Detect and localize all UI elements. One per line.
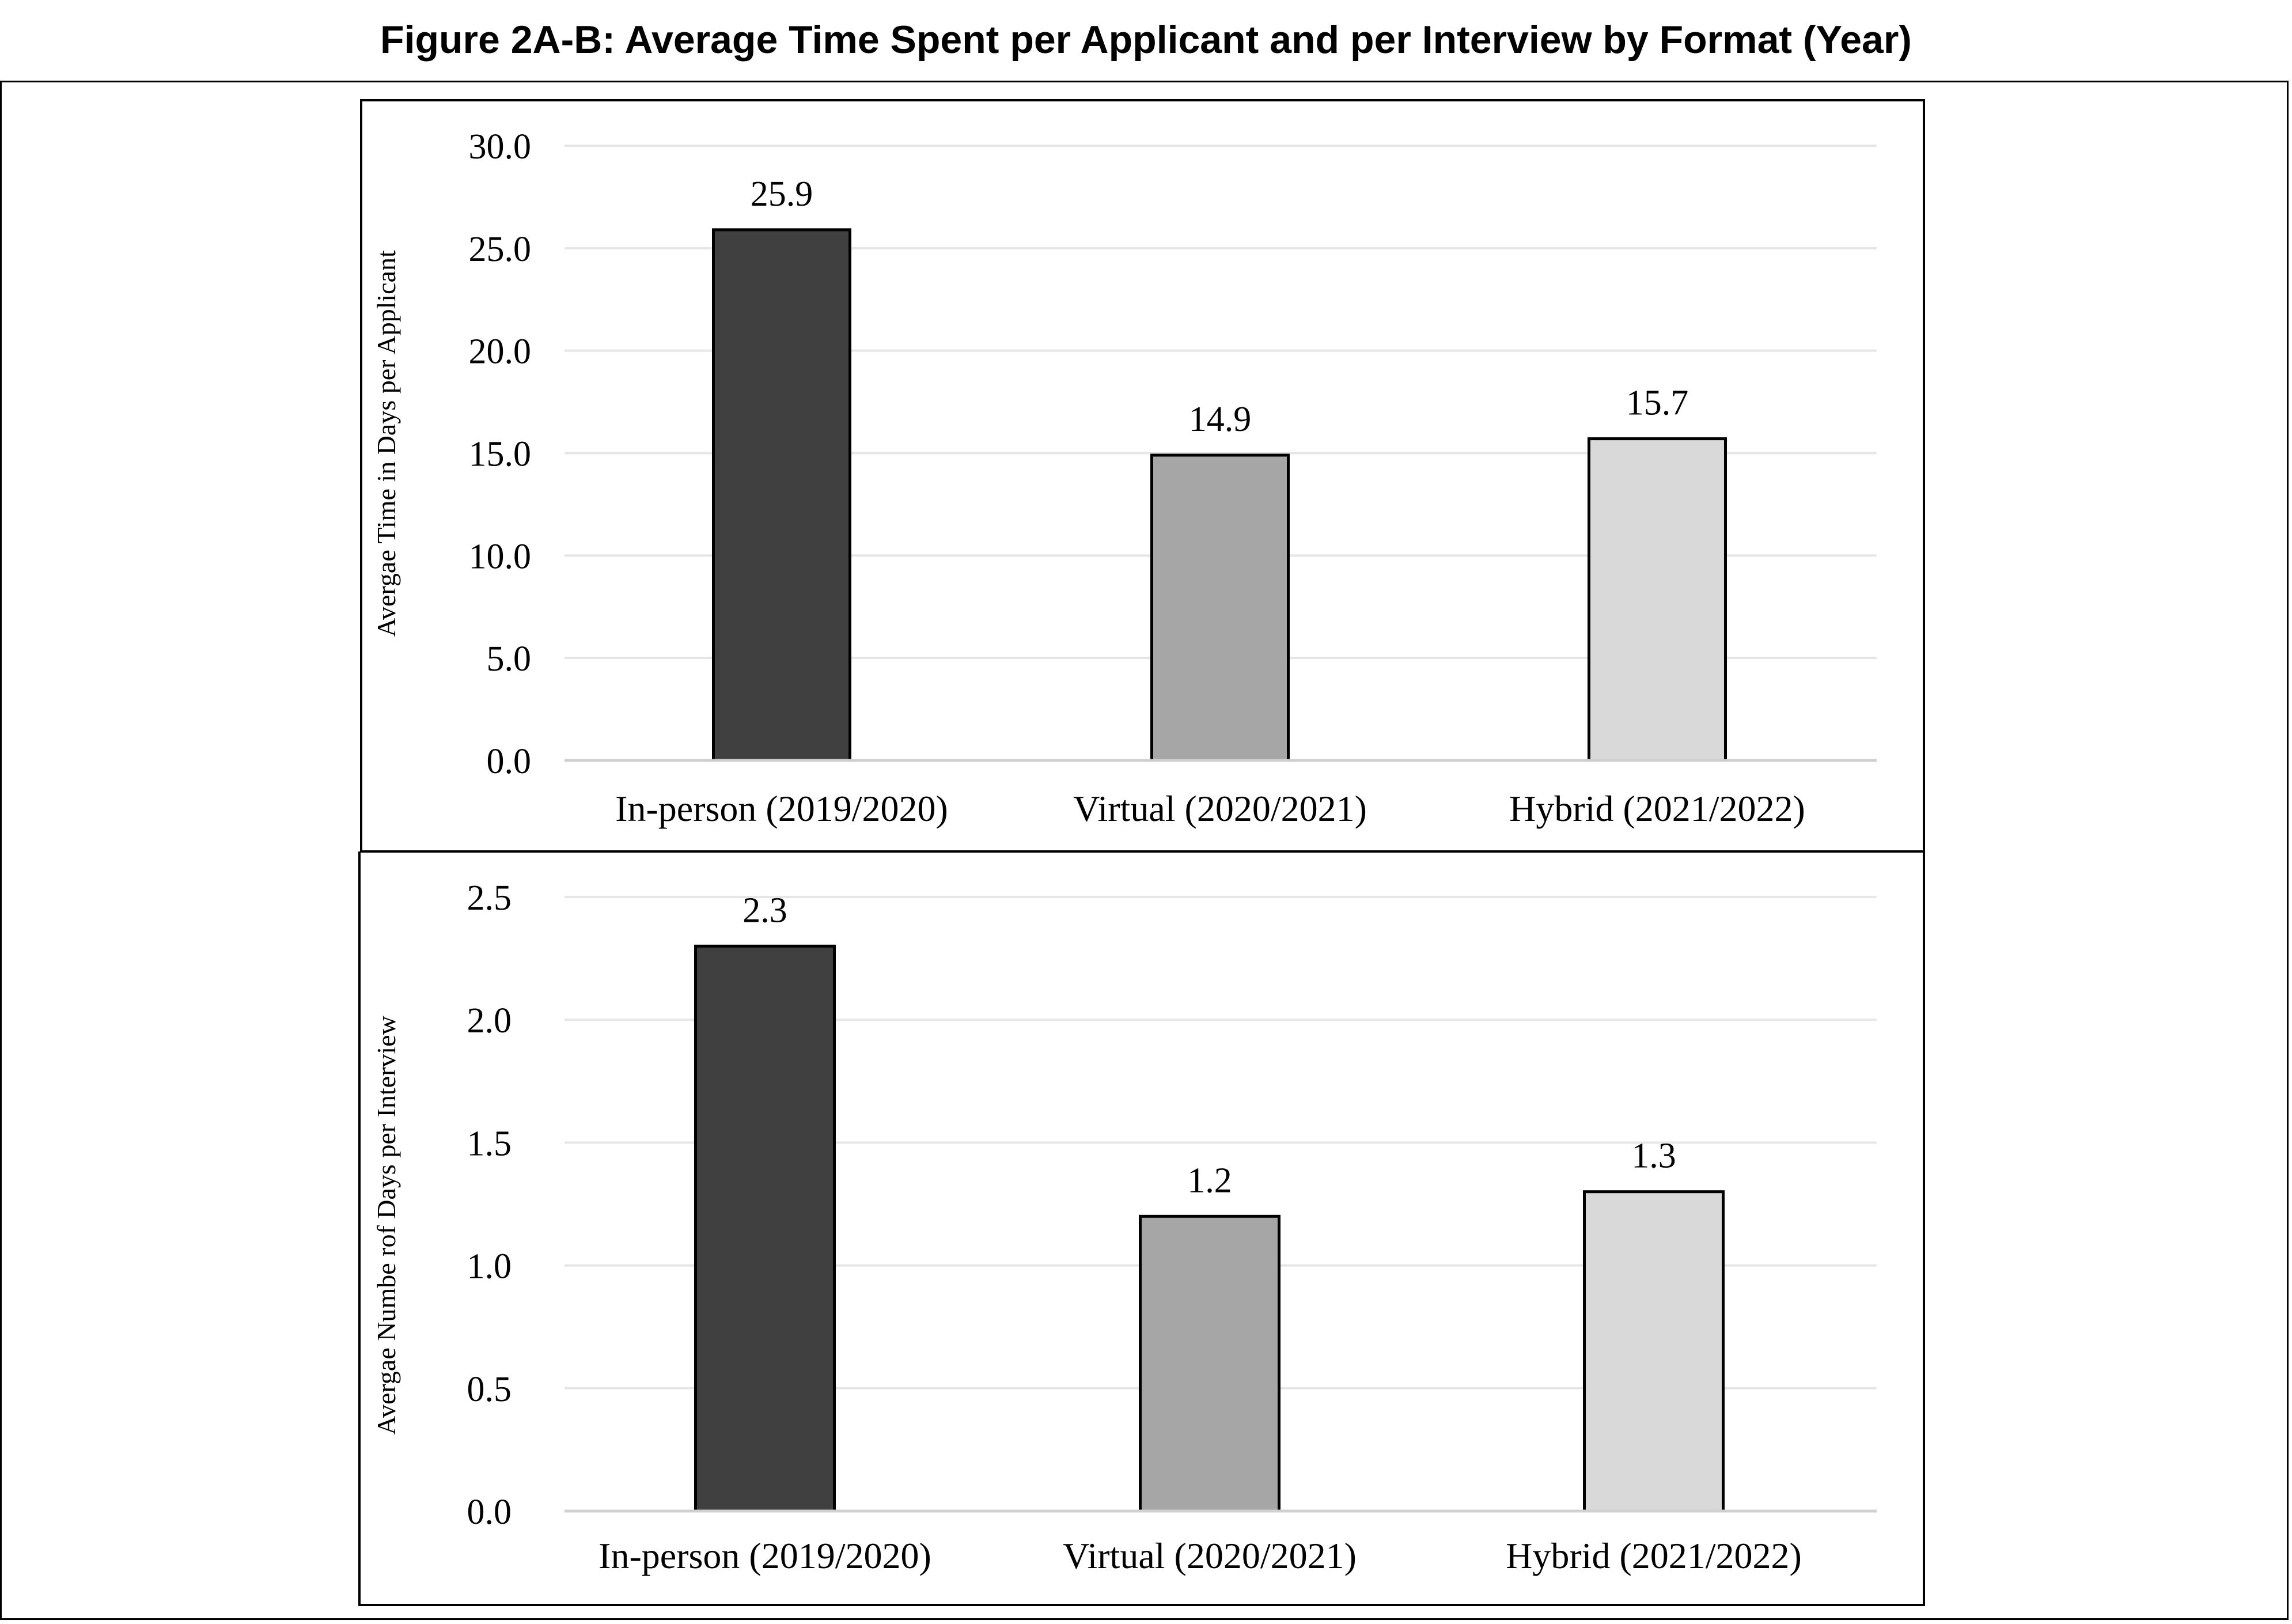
panel-b-bar (1139, 1214, 1281, 1513)
panel-b-bar (1583, 1190, 1725, 1513)
panel-a-y-tick-label: 5.0 (487, 639, 532, 679)
panel-a-data-label: 14.9 (1189, 400, 1252, 439)
panel-b-y-axis-label: Avergae Numbe rof Days per Interview (372, 1015, 401, 1434)
panel-b-category-label: In-person (2019/2020) (598, 1535, 931, 1576)
panel-b-category-label: Virtual (2020/2021) (1063, 1535, 1357, 1576)
panel-a-category-label: In-person (2019/2020) (615, 788, 948, 829)
panel-a-bar (1150, 453, 1290, 762)
panel-a-bar (712, 228, 851, 762)
panel-b-frame (358, 851, 1925, 1606)
panel-a-y-axis-label: Avergae Time in Days per Applicant (372, 250, 401, 637)
outer-frame (0, 81, 2289, 1620)
figure-title: Figure 2A-B: Average Time Spent per Appl… (380, 18, 1912, 62)
panel-b-y-tick-label: 2.0 (467, 1001, 512, 1040)
panel-a-y-tick-label: 0.0 (487, 742, 532, 781)
panel-a-y-tick-label: 10.0 (469, 537, 532, 576)
panel-a-y-tick-label: 25.0 (469, 230, 532, 269)
panel-a-y-tick-label: 15.0 (469, 435, 532, 474)
panel-b-y-tick-label: 1.5 (467, 1124, 512, 1163)
panel-b-y-tick-label: 2.5 (467, 879, 512, 918)
panel-b-y-tick-label: 1.0 (467, 1247, 512, 1286)
panel-a-category-label: Hybrid (2021/2022) (1509, 788, 1805, 829)
panel-b-y-tick-label: 0.5 (467, 1370, 512, 1409)
panel-a-data-label: 15.7 (1626, 384, 1689, 423)
panel-b-data-label: 1.2 (1187, 1161, 1232, 1200)
panel-b-data-label: 1.3 (1631, 1137, 1676, 1176)
panel-b-category-label: Hybrid (2021/2022) (1506, 1535, 1802, 1576)
panel-a-category-label: Virtual (2020/2021) (1073, 788, 1367, 829)
panel-a-bar (1588, 437, 1727, 762)
panel-a-frame (360, 99, 1925, 853)
panel-b-data-label: 2.3 (742, 891, 787, 930)
panel-b-bar (694, 944, 836, 1513)
panel-b-y-tick-label: 0.0 (467, 1493, 512, 1532)
panel-a-y-tick-label: 20.0 (469, 332, 532, 372)
panel-a-y-tick-label: 30.0 (469, 127, 532, 166)
panel-a-data-label: 25.9 (751, 175, 813, 214)
